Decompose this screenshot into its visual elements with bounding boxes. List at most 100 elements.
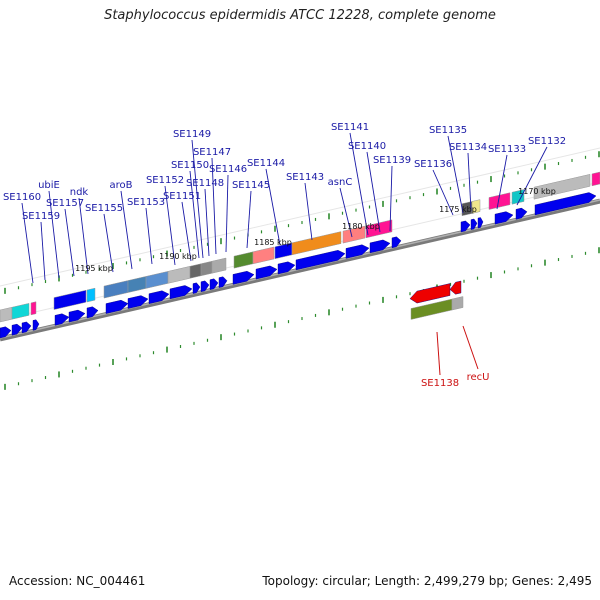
- backbone-line: [0, 198, 600, 342]
- gene-arrow: [21, 321, 32, 334]
- gene-arrow: [218, 276, 228, 288]
- gene-label-line: [103, 213, 114, 273]
- gene-label: SE1145: [232, 180, 270, 191]
- gene-label-line: [211, 157, 217, 255]
- kbp-label: 1190 kbp: [159, 252, 197, 261]
- gene-label-line: [432, 169, 454, 216]
- gene-arrow: [494, 211, 514, 225]
- gene-arrow: [148, 290, 170, 304]
- gene-label-line: [516, 146, 548, 206]
- track-rail: [0, 147, 600, 287]
- gene-block: [11, 303, 30, 320]
- gene-block: [145, 271, 169, 289]
- gene-arrow: [169, 285, 193, 300]
- gene-block: [291, 231, 342, 256]
- gene-arrow: [86, 306, 99, 319]
- gene-label: aroB: [110, 180, 133, 191]
- gene-block: [103, 280, 129, 299]
- gene-label: SE1149: [173, 129, 211, 140]
- gene-label-line: [40, 221, 46, 281]
- gene-block: [533, 173, 591, 200]
- gene-label: SE1148: [186, 178, 224, 189]
- gene-block: [233, 251, 254, 269]
- gene-label: SE1132: [528, 136, 566, 147]
- gene-label-line: [246, 190, 252, 249]
- gene-arrow: [192, 282, 201, 294]
- gene-arrow: [255, 265, 278, 280]
- gene-arrow: [369, 239, 391, 254]
- highlight-gene-label: recU: [467, 372, 490, 383]
- gene-label-line: [189, 170, 200, 259]
- highlight-gene-label: SE1138: [421, 378, 459, 389]
- gene-arrow: [534, 192, 597, 216]
- gene-label: SE1157: [46, 198, 84, 209]
- gene-arrow: [209, 278, 219, 290]
- gene-arrow: [200, 280, 210, 293]
- gene-label: SE1135: [429, 125, 467, 136]
- gene-block: [471, 199, 481, 214]
- gene-label: SE1155: [85, 203, 123, 214]
- gene-label: SE1139: [373, 155, 411, 166]
- gene-block: [127, 276, 147, 293]
- gene-label: SE1141: [331, 122, 369, 133]
- gene-block: [200, 260, 213, 277]
- kbp-label: 1180 kbp: [342, 222, 380, 231]
- gene-block: [511, 189, 525, 205]
- gene-label: SE1153: [127, 197, 165, 208]
- gene-label-line: [48, 190, 60, 279]
- gene-arrow: [0, 326, 12, 339]
- gene-arrow: [127, 295, 149, 309]
- gene-label-line: [467, 152, 472, 212]
- gene-label-line: [366, 151, 381, 233]
- gene-block: [189, 263, 202, 279]
- gene-block: [591, 171, 600, 187]
- gene-arrow: [460, 220, 471, 233]
- gene-label-line: [78, 197, 89, 275]
- gene-label: SE1140: [348, 141, 386, 152]
- gene-label-line: [496, 154, 508, 210]
- gene-block: [488, 192, 511, 210]
- gene-block-highlight: [451, 296, 464, 311]
- gene-arrow-highlight: [409, 283, 451, 304]
- gene-label-line: [225, 174, 229, 253]
- gene-label: SE1133: [488, 144, 526, 155]
- gene-label: SE1147: [193, 147, 231, 158]
- gene-block: [86, 287, 96, 303]
- gene-label-line: [339, 187, 353, 238]
- kbp-label: 1175 kbp: [439, 205, 477, 214]
- gene-label: SE1160: [3, 192, 41, 203]
- gene-arrow: [68, 309, 86, 323]
- gene-label: SE1150: [171, 160, 209, 171]
- gene-label-line: [164, 185, 176, 266]
- gene-label: SE1143: [286, 172, 324, 183]
- gene-arrow: [11, 323, 23, 336]
- gene-arrow: [515, 207, 528, 220]
- kbp-label: 1185 kbp: [254, 238, 292, 247]
- gene-arrow: [345, 244, 370, 259]
- gene-arrow: [295, 250, 346, 271]
- gene-label: SE1159: [22, 211, 60, 222]
- gene-label-line: [389, 165, 393, 232]
- gene-label: SE1146: [209, 164, 247, 175]
- gene-arrow: [477, 217, 484, 229]
- gene-label: asnC: [328, 177, 353, 188]
- gene-block: [211, 257, 227, 274]
- gene-label: SE1136: [414, 159, 452, 170]
- gene-label-line: [265, 168, 281, 246]
- gene-label: ndk: [70, 187, 89, 198]
- gene-block: [53, 289, 87, 310]
- gene-arrow-highlight: [449, 280, 462, 295]
- gene-label: SE1144: [247, 158, 285, 169]
- gene-arrow: [277, 261, 296, 275]
- gene-block: [167, 265, 191, 284]
- gene-arrow: [391, 236, 402, 249]
- gene-arrow: [32, 319, 40, 331]
- gene-label-line: [191, 139, 204, 259]
- accession-text: Accession: NC_004461: [9, 574, 146, 588]
- kbp-label: 1170 kbp: [518, 187, 556, 196]
- gene-label: SE1152: [146, 175, 184, 186]
- gene-label-line: [349, 132, 369, 236]
- gene-arrow: [232, 270, 255, 285]
- gene-label-line: [304, 182, 313, 241]
